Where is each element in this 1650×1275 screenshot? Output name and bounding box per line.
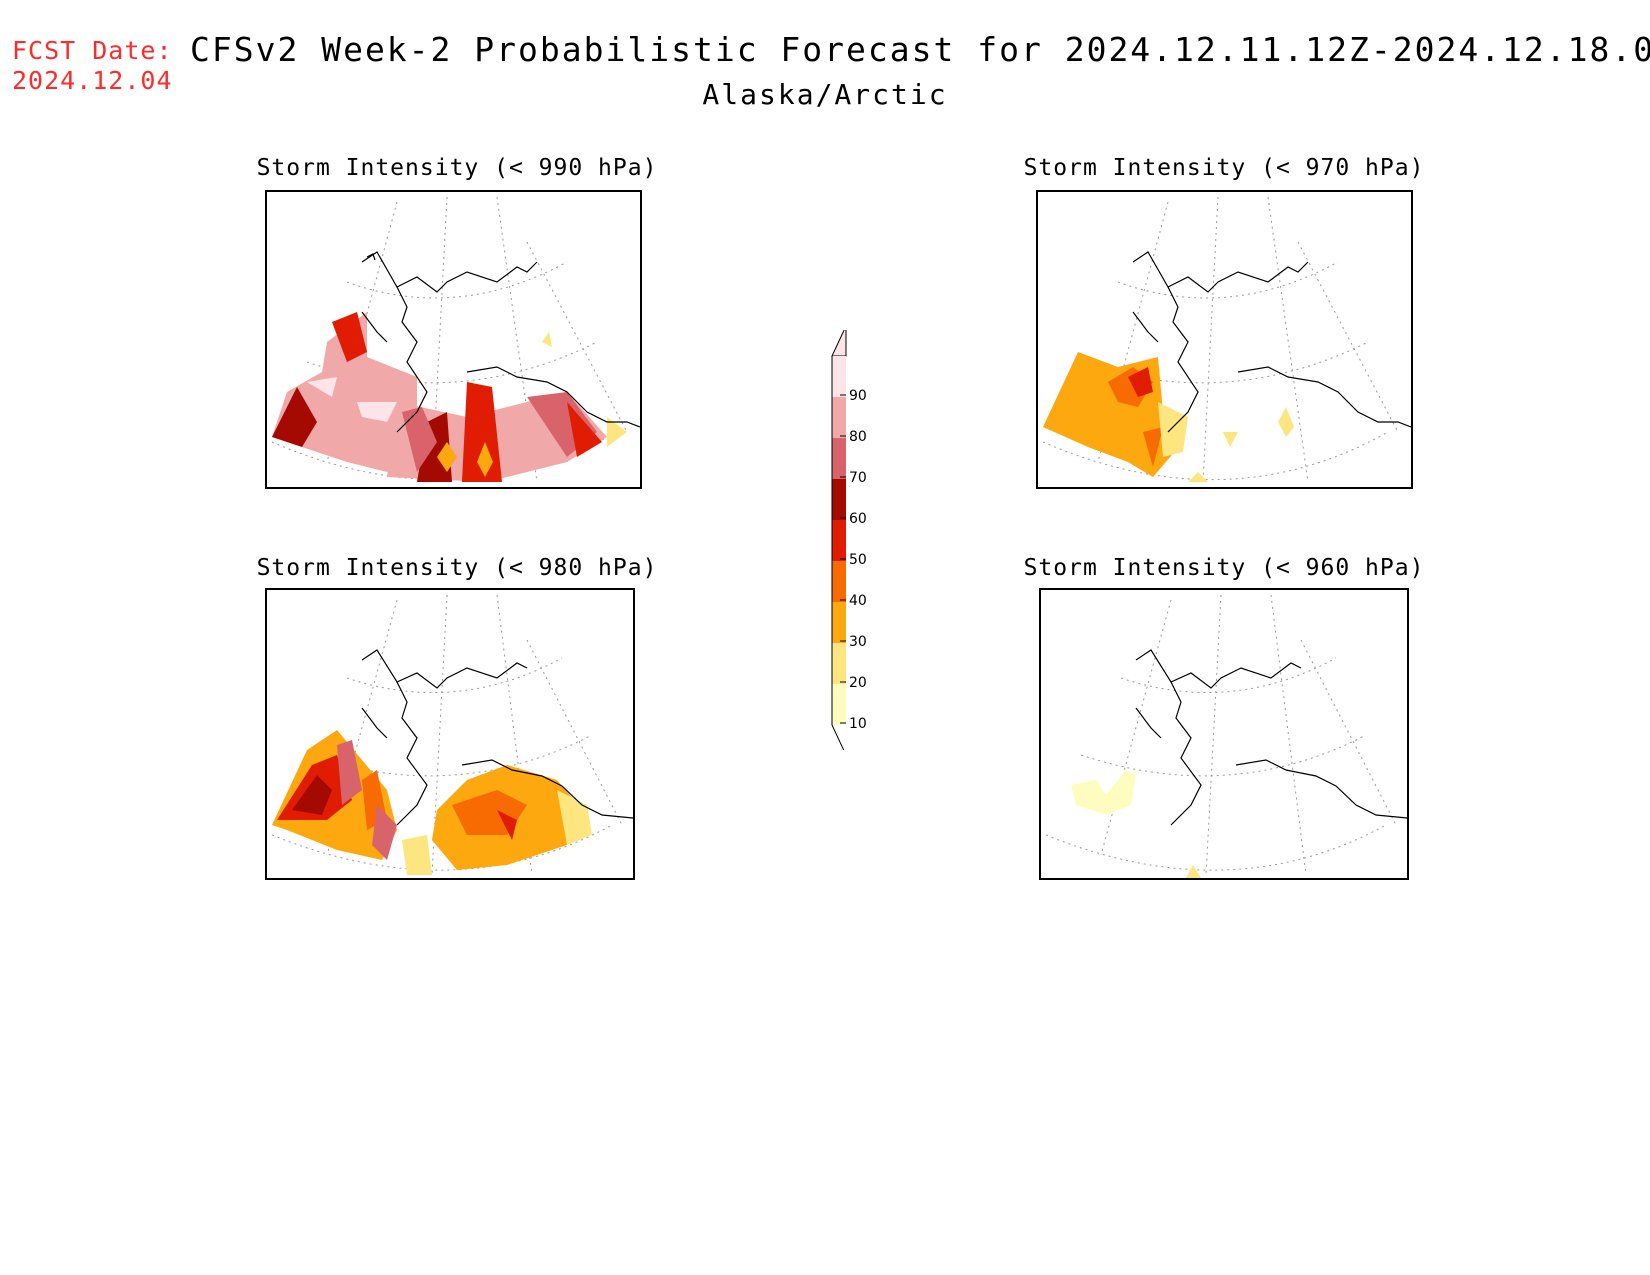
legend-swatch (832, 356, 846, 397)
panel-title-970: Storm Intensity (< 970 hPa) (1023, 155, 1425, 181)
map-panel-990 (265, 190, 642, 489)
panel-title-960: Storm Intensity (< 960 hPa) (1023, 555, 1425, 581)
legend-tick-label: 80 (849, 429, 867, 445)
legend-tick-label: 70 (849, 470, 867, 486)
legend-swatch (832, 561, 846, 602)
legend-tick-label: 40 (849, 593, 867, 609)
legend-swatch (832, 438, 846, 479)
main-title: CFSv2 Week-2 Probabilistic Forecast for … (190, 30, 1650, 69)
legend-tick-label: 30 (849, 634, 867, 650)
legend-swatch (832, 520, 846, 561)
legend-bottom-arrow (831, 356, 847, 756)
graticule (271, 196, 628, 483)
probability-fill (272, 730, 592, 875)
legend-tick-label: 90 (849, 388, 867, 404)
legend-colorbar: 10 20 30 40 50 60 70 80 90 (831, 325, 867, 756)
legend-swatch (832, 479, 846, 520)
legend-swatch (832, 397, 846, 438)
map-panel-970 (1036, 190, 1413, 489)
coastline (361, 649, 633, 826)
fcst-date-value: 2024.12.04 (12, 66, 173, 95)
coastline (361, 251, 640, 433)
coastline (1132, 251, 1411, 433)
legend-swatch (832, 602, 846, 643)
fcst-date-label: FCST Date: 2024.12.04 (12, 36, 173, 95)
color-legend: 10 20 30 40 50 60 70 80 90 (820, 325, 890, 756)
graticule (1045, 594, 1397, 876)
map-panel-980 (265, 588, 635, 880)
legend-top-arrow (831, 325, 847, 357)
probability-fill (272, 312, 627, 482)
graticule (1042, 196, 1399, 483)
panel-title-980: Storm Intensity (< 980 hPa) (256, 555, 658, 581)
probability-fill (1043, 352, 1294, 482)
coastline (1135, 649, 1407, 826)
legend-swatch (832, 643, 846, 684)
probability-fill (1071, 770, 1201, 878)
panel-title-990: Storm Intensity (< 990 hPa) (256, 155, 658, 181)
region-subtitle: Alaska/Arctic (702, 78, 948, 111)
map-panel-960 (1039, 588, 1409, 880)
legend-tick-label: 20 (849, 675, 867, 691)
legend-tick-label: 10 (849, 716, 867, 732)
legend-tick-label: 50 (849, 552, 867, 568)
legend-tick-label: 60 (849, 511, 867, 527)
legend-swatch (832, 684, 846, 725)
